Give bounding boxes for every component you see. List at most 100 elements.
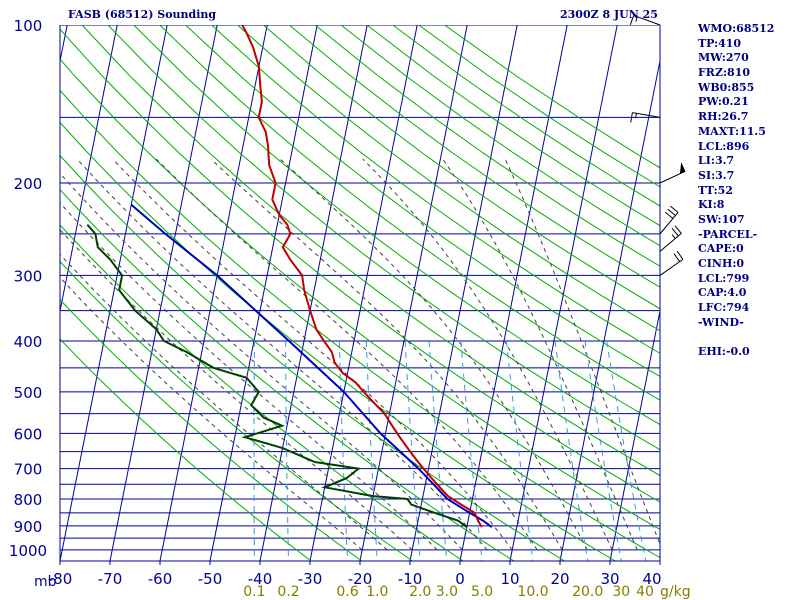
mixing-ratio-unit-label: g/kg	[660, 584, 691, 600]
index-line: LCL:896	[698, 139, 750, 153]
dry-adiabat	[81, 25, 660, 477]
wind-barb	[629, 14, 661, 26]
moist-adiabat	[155, 158, 538, 551]
mixing-ratio-label: 3.0	[436, 584, 458, 600]
moist-adiabat	[76, 158, 488, 551]
dry-adiabat	[314, 25, 660, 267]
mixing-ratio-label: 0.6	[336, 584, 358, 600]
index-line: -WIND-	[698, 315, 744, 329]
temperature-tick-label: 40	[642, 570, 661, 588]
pressure-tick-label: 900	[14, 518, 43, 536]
wind-barb	[659, 162, 686, 184]
dry-adiabat	[340, 25, 660, 247]
index-line: WMO:68512	[698, 22, 775, 35]
sounding-datetime: 2300Z 8 JUN 25	[560, 8, 658, 21]
mixing-ratio-label: 20.0	[572, 584, 603, 600]
dry-adiabat	[60, 28, 660, 503]
dewpoint-trace	[86, 223, 468, 528]
dry-adiabat	[288, 25, 660, 288]
pressure-tick-label: 300	[14, 267, 43, 285]
dry-adiabat	[262, 25, 660, 310]
mixing-ratio-label: 40	[636, 584, 654, 600]
mixing-ratio-line	[584, 340, 622, 561]
sounding-profiles	[86, 25, 493, 528]
dry-adiabat	[60, 298, 363, 561]
dry-adiabat	[133, 25, 660, 426]
dry-adiabat	[185, 25, 660, 378]
index-line: -PARCEL-	[698, 227, 758, 241]
dry-adiabat	[60, 224, 464, 561]
isotherm	[60, 25, 168, 561]
indices-panel: WMO:68512 TP:410 MW:270 FRZ:810 WB0:855 PW:0.…	[698, 22, 798, 360]
isotherm	[559, 58, 660, 561]
moist-adiabat	[442, 158, 638, 551]
mixing-ratio-line	[338, 340, 348, 561]
dry-adiabat	[60, 121, 616, 561]
moist-adiabat	[112, 158, 513, 551]
index-line: LCL:799	[698, 271, 750, 285]
isotherm	[109, 25, 218, 561]
pressure-tick-label: 600	[14, 425, 43, 443]
index-line: CAPE:0	[698, 242, 744, 256]
index-line: LFC:794	[698, 301, 750, 315]
dry-adiabat	[60, 89, 660, 559]
temperature-trace	[241, 25, 483, 528]
pressure-unit-label: mb	[34, 574, 57, 590]
moist-adiabat	[60, 202, 438, 551]
mixing-ratio-label: 5.0	[471, 584, 493, 600]
mixing-ratio-label: 0.2	[277, 584, 299, 600]
chart-background	[60, 25, 660, 561]
mixing-ratio-line	[404, 340, 421, 561]
isotherm	[60, 25, 118, 314]
index-line: LI:3.7	[698, 154, 735, 168]
moist-adiabat	[60, 253, 388, 551]
dry-adiabat	[211, 25, 660, 354]
isotherm	[259, 25, 368, 561]
temperature-tick-label: 0	[455, 570, 465, 588]
index-line: KI:8	[698, 198, 725, 212]
isotherm	[609, 308, 660, 561]
moist-adiabat	[504, 158, 660, 546]
index-line: PW:0.21	[698, 95, 749, 109]
pressure-tick-label: 400	[14, 333, 43, 351]
mixing-ratio-line	[606, 340, 647, 561]
parcel-trace	[130, 203, 493, 528]
moist-adiabat	[362, 158, 613, 551]
mixing-ratio-line	[554, 340, 589, 561]
wind-barb	[659, 205, 679, 235]
mixing-ratio-label: 1.0	[366, 584, 388, 600]
temperature-tick-label: -70	[98, 570, 123, 588]
isotherm	[309, 25, 418, 561]
index-line: TT:52	[698, 183, 733, 197]
index-line: RH:26.7	[698, 110, 749, 124]
mixing-ratio-line	[285, 341, 289, 561]
moist-adiabat	[60, 276, 363, 551]
pressure-tick-label: 1000	[9, 542, 47, 560]
index-line: CAP:4.0	[698, 286, 747, 300]
index-line: TP:410	[698, 36, 742, 50]
isotherm	[409, 25, 518, 561]
moist-adiabat	[210, 158, 563, 551]
index-line	[698, 330, 798, 345]
mixing-ratio-line	[253, 340, 255, 561]
mixing-ratio-label: 0.1	[243, 584, 265, 600]
mixing-ratio-label: 30	[612, 584, 630, 600]
wind-barb	[659, 225, 682, 252]
index-line: CINH:0	[698, 257, 745, 270]
moist-adiabat	[279, 158, 588, 551]
isotherm	[60, 25, 68, 64]
temperature-tick-label: 20	[550, 570, 569, 588]
dry-adiabat	[60, 260, 413, 561]
isotherm	[509, 25, 618, 561]
pressure-tick-label: 100	[14, 17, 43, 35]
isotherm	[159, 25, 268, 561]
index-line: MAXT:11.5	[698, 124, 766, 138]
mixing-ratio-line	[460, 340, 483, 561]
index-line: SI:3.7	[698, 168, 735, 182]
temperature-tick-label: -30	[298, 570, 323, 588]
wind-barb	[659, 250, 684, 276]
pressure-tick-label: 700	[14, 461, 43, 479]
wind-barb	[630, 112, 661, 123]
temperature-tick-label: -40	[248, 570, 273, 588]
index-line: SW:107	[698, 212, 745, 226]
